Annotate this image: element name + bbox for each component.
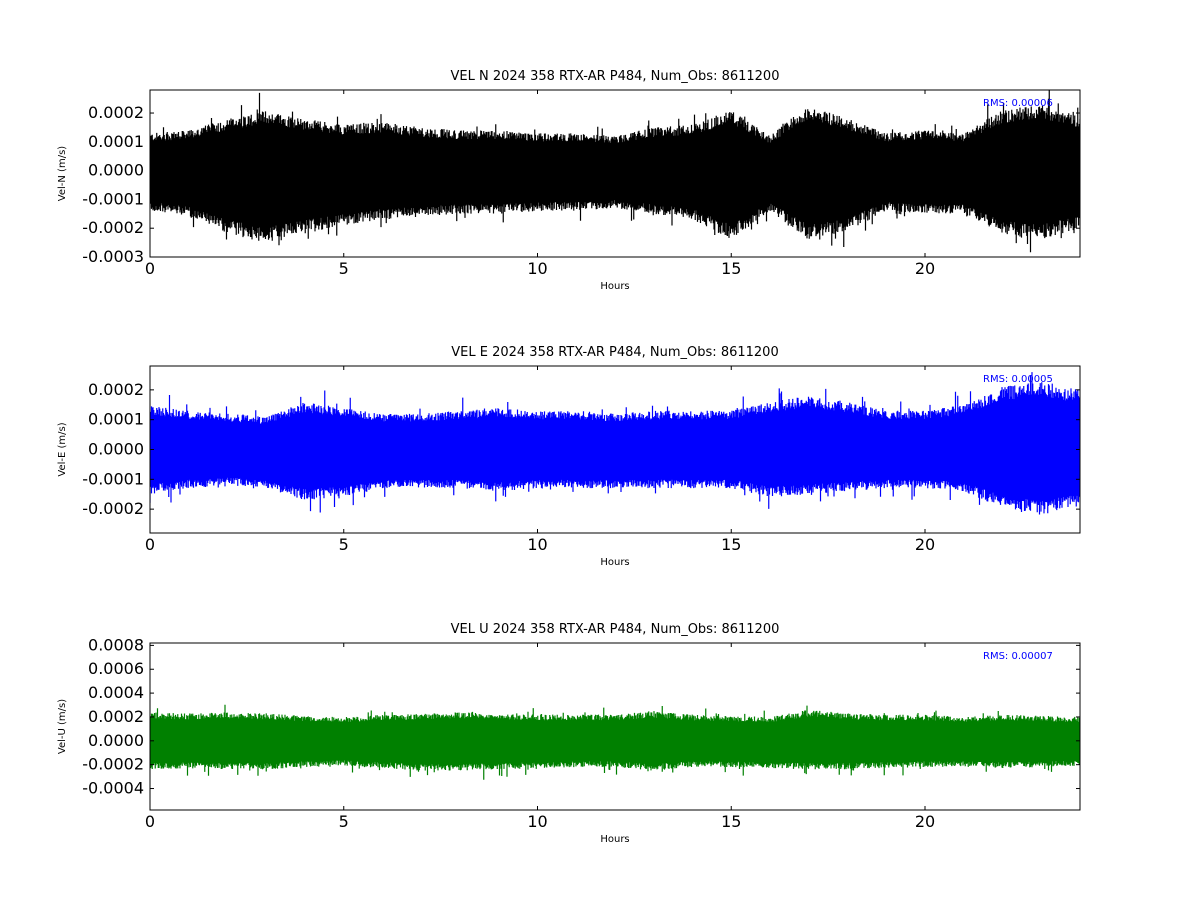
y-tick-label: -0.0002	[82, 755, 144, 774]
y-axis-label: Vel-U (m/s)	[57, 699, 68, 754]
y-tick-label: 0.0001	[88, 410, 144, 429]
y-tick-label: -0.0003	[82, 247, 144, 266]
rms-annotation: RMS: 0.00006	[983, 98, 1053, 109]
y-tick-label: 0.0000	[88, 731, 144, 750]
x-tick-label: 20	[915, 259, 935, 278]
rms-annotation: RMS: 0.00005	[983, 374, 1053, 385]
axes-frame	[149, 642, 1081, 811]
x-tick-label: 15	[721, 812, 741, 831]
panel-north: VEL N 2024 358 RTX-AR P484, Num_Obs: 861…	[57, 69, 1081, 292]
y-tick-label: -0.0004	[82, 779, 144, 798]
x-tick-label: 5	[339, 812, 349, 831]
x-tick-label: 15	[721, 259, 741, 278]
x-tick-label: 0	[145, 259, 155, 278]
x-tick-label: 0	[145, 535, 155, 554]
x-tick-label: 20	[915, 812, 935, 831]
y-tick-label: 0.0002	[88, 707, 144, 726]
y-tick-label: 0.0002	[88, 380, 144, 399]
y-tick-label: 0.0008	[88, 635, 144, 654]
y-tick-label: 0.0000	[88, 440, 144, 459]
x-axis-label: Hours	[600, 281, 629, 292]
x-tick-label: 15	[721, 535, 741, 554]
x-tick-label: 5	[339, 259, 349, 278]
y-tick-label: -0.0002	[82, 499, 144, 518]
signal-trace-north	[150, 90, 1080, 253]
x-axis-label: Hours	[600, 557, 629, 568]
x-tick-label: 5	[339, 535, 349, 554]
panel-up: VEL U 2024 358 RTX-AR P484, Num_Obs: 861…	[57, 622, 1081, 845]
y-tick-label: 0.0001	[88, 132, 144, 151]
chart-title: VEL U 2024 358 RTX-AR P484, Num_Obs: 861…	[451, 622, 780, 637]
y-tick-label: -0.0002	[82, 218, 144, 237]
y-tick-label: 0.0000	[88, 161, 144, 180]
y-axis-label: Vel-E (m/s)	[57, 422, 68, 476]
x-tick-label: 10	[527, 812, 547, 831]
x-tick-label: 20	[915, 535, 935, 554]
y-tick-label: 0.0004	[88, 683, 144, 702]
chart-title: VEL N 2024 358 RTX-AR P484, Num_Obs: 861…	[451, 69, 780, 84]
y-axis-label: Vel-N (m/s)	[57, 146, 68, 201]
y-tick-label: -0.0001	[82, 189, 144, 208]
axes-frame	[149, 89, 1081, 258]
panel-east: VEL E 2024 358 RTX-AR P484, Num_Obs: 861…	[57, 345, 1081, 568]
signal-trace-up	[150, 704, 1080, 780]
signal-trace-east	[150, 372, 1080, 515]
x-axis-label: Hours	[600, 834, 629, 845]
y-tick-label: 0.0002	[88, 103, 144, 122]
x-tick-label: 0	[145, 812, 155, 831]
rms-annotation: RMS: 0.00007	[983, 651, 1053, 662]
y-tick-label: -0.0001	[82, 469, 144, 488]
x-tick-label: 10	[527, 259, 547, 278]
y-tick-label: 0.0006	[88, 659, 144, 678]
x-tick-label: 10	[527, 535, 547, 554]
chart-title: VEL E 2024 358 RTX-AR P484, Num_Obs: 861…	[451, 345, 778, 360]
